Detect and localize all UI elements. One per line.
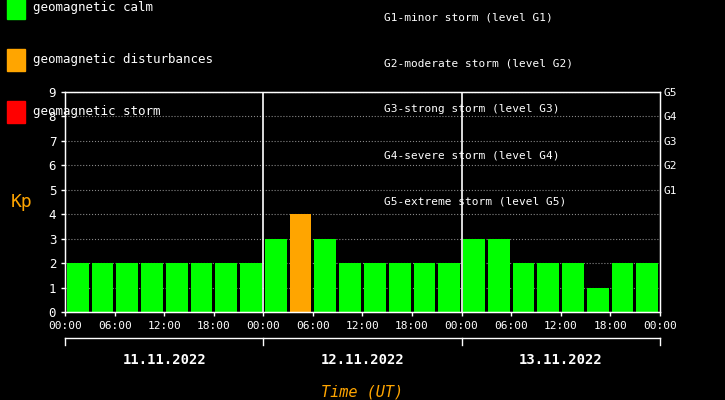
Text: geomagnetic disturbances: geomagnetic disturbances xyxy=(33,54,212,66)
Bar xyxy=(637,263,658,312)
Text: geomagnetic calm: geomagnetic calm xyxy=(33,2,153,14)
Bar xyxy=(537,263,559,312)
Bar xyxy=(67,263,88,312)
Text: Kp: Kp xyxy=(11,193,33,211)
Text: 13.11.2022: 13.11.2022 xyxy=(519,353,602,367)
Bar xyxy=(116,263,138,312)
Bar xyxy=(191,263,212,312)
Bar xyxy=(488,239,510,312)
Bar xyxy=(562,263,584,312)
Text: G2-moderate storm (level G2): G2-moderate storm (level G2) xyxy=(384,58,573,68)
Bar xyxy=(141,263,163,312)
Bar xyxy=(215,263,237,312)
Bar xyxy=(463,239,485,312)
Text: G4-severe storm (level G4): G4-severe storm (level G4) xyxy=(384,150,560,160)
Text: geomagnetic storm: geomagnetic storm xyxy=(33,106,160,118)
Text: Time (UT): Time (UT) xyxy=(321,384,404,400)
Bar xyxy=(339,263,361,312)
Bar xyxy=(413,263,435,312)
Bar xyxy=(166,263,188,312)
Bar xyxy=(91,263,113,312)
Bar xyxy=(315,239,336,312)
Bar xyxy=(240,263,262,312)
Bar xyxy=(439,263,460,312)
Text: 11.11.2022: 11.11.2022 xyxy=(123,353,206,367)
Bar xyxy=(290,214,312,312)
Bar xyxy=(587,288,609,312)
Text: G3-strong storm (level G3): G3-strong storm (level G3) xyxy=(384,104,560,114)
Text: 12.11.2022: 12.11.2022 xyxy=(320,353,405,367)
Bar xyxy=(364,263,386,312)
Bar xyxy=(612,263,634,312)
Bar xyxy=(265,239,286,312)
Text: G5-extreme storm (level G5): G5-extreme storm (level G5) xyxy=(384,196,566,206)
Bar xyxy=(389,263,410,312)
Text: G1-minor storm (level G1): G1-minor storm (level G1) xyxy=(384,12,553,22)
Bar xyxy=(513,263,534,312)
